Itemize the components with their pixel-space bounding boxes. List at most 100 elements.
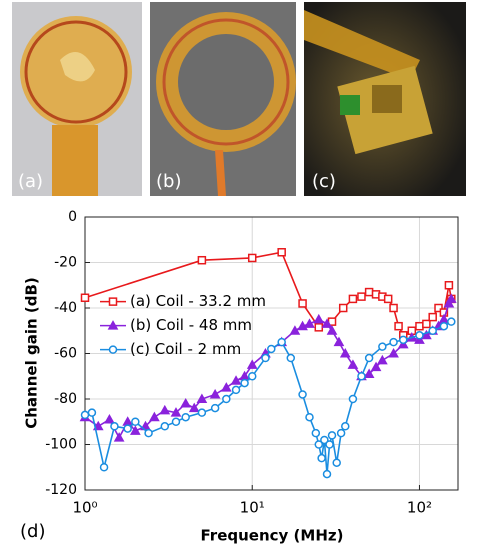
legend-marker [108, 345, 118, 354]
marker [197, 255, 207, 265]
y-tick-label: -120 [45, 482, 77, 498]
marker [113, 432, 125, 442]
marker [445, 293, 457, 303]
photo-label: (b) [156, 171, 181, 192]
marker [222, 394, 231, 404]
marker [129, 425, 141, 435]
legend-label: (a) Coil - 33.2 mm [130, 292, 266, 310]
marker [298, 390, 307, 399]
marker [298, 299, 307, 308]
marker [317, 453, 326, 463]
marker [422, 319, 431, 329]
marker [347, 359, 359, 369]
marker [311, 428, 321, 438]
legend-marker [108, 297, 118, 306]
y-tick-label: -20 [54, 255, 77, 271]
marker [159, 404, 171, 415]
x-tick-label: 10¹ [240, 499, 265, 517]
x-tick-label: 10⁰ [72, 499, 97, 517]
legend-label: (b) Coil - 48 mm [130, 316, 252, 334]
legend-marker [107, 320, 119, 330]
marker [99, 463, 109, 472]
marker [209, 388, 221, 399]
marker [357, 372, 366, 381]
y-tick-label: -40 [54, 300, 77, 316]
marker [421, 329, 432, 340]
marker [348, 294, 358, 304]
marker [197, 408, 207, 417]
marker [370, 361, 382, 372]
marker [261, 353, 270, 363]
marker [247, 253, 257, 263]
marker [363, 368, 375, 378]
y-axis-title: Channel gain (dB) [23, 277, 41, 429]
marker [144, 428, 153, 438]
marker [305, 412, 314, 422]
legend: (a) Coil - 33.2 mm (b) Coil - 48 mm (c) Co… [100, 292, 266, 358]
marker [87, 408, 97, 417]
marker [277, 248, 286, 257]
marker [149, 411, 160, 422]
x-axis-title: Frequency (MHz) [201, 527, 344, 545]
marker [415, 321, 424, 331]
marker [246, 359, 258, 369]
marker [434, 303, 443, 313]
marker [80, 410, 90, 420]
plot-frame [84, 216, 459, 491]
y-tick-label: -80 [54, 391, 77, 407]
y-tick-label: 0 [68, 209, 77, 225]
marker [357, 292, 366, 301]
marker [104, 413, 115, 424]
marker [286, 353, 296, 363]
marker [240, 378, 249, 388]
marker [267, 344, 276, 354]
marker [439, 321, 449, 331]
marker [443, 297, 455, 308]
marker [326, 325, 338, 335]
marker [123, 424, 132, 433]
marker [247, 372, 257, 381]
marker [80, 293, 90, 303]
marker [289, 325, 301, 335]
marker [378, 342, 387, 351]
marker [348, 394, 358, 404]
marker [160, 422, 170, 431]
panel-label: (d) [20, 521, 45, 542]
marker [339, 347, 351, 358]
y-tick-label: -60 [54, 346, 77, 362]
marker [196, 393, 208, 403]
marker [394, 321, 403, 331]
marker [313, 313, 325, 324]
marker [389, 303, 398, 313]
marker [338, 303, 348, 313]
marker [364, 353, 374, 363]
marker [389, 337, 398, 347]
marker [314, 323, 324, 332]
marker [415, 331, 424, 340]
photo-label: (a) [18, 171, 43, 192]
marker [320, 435, 329, 445]
marker [230, 375, 242, 385]
marker [444, 281, 454, 290]
photo-label: (c) [312, 171, 336, 192]
marker [110, 422, 119, 431]
marker [364, 287, 374, 297]
marker [180, 398, 192, 408]
marker [188, 402, 200, 413]
marker [383, 294, 393, 304]
marker [231, 385, 241, 395]
marker [314, 440, 324, 449]
marker [171, 417, 181, 426]
marker [332, 458, 341, 467]
marker [447, 317, 456, 326]
marker [321, 318, 333, 328]
marker [277, 337, 286, 347]
marker [131, 417, 140, 426]
marker [181, 412, 190, 422]
y-tick-label: -100 [45, 437, 77, 453]
photo-c: (c) [304, 2, 466, 196]
marker [220, 382, 232, 392]
marker [388, 347, 399, 358]
